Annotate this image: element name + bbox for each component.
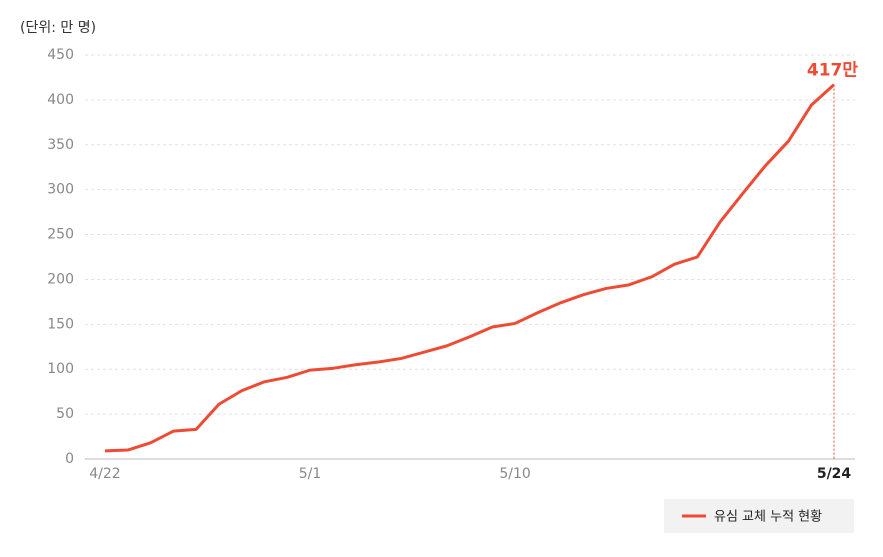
y-tick-label: 400	[47, 92, 74, 108]
y-tick-label: 100	[47, 361, 74, 377]
y-tick-label: 450	[47, 47, 74, 63]
legend-label: 유심 교체 누적 현황	[714, 510, 822, 525]
legend: 유심 교체 누적 현황	[664, 499, 854, 533]
data-line	[104, 83, 836, 453]
unit-label: (단위: 만 명)	[20, 20, 96, 36]
x-tick-label: 4/22	[89, 466, 120, 482]
y-tick-label: 300	[47, 182, 74, 198]
x-tick-label: 5/10	[499, 466, 530, 482]
y-tick-label: 0	[65, 451, 74, 467]
y-tick-label: 150	[47, 316, 74, 332]
y-tick-label: 50	[56, 406, 74, 422]
annotation: 417만	[807, 61, 858, 81]
y-tick-label: 250	[47, 227, 74, 243]
x-tick-label: 5/24	[817, 466, 852, 482]
y-tick-label: 350	[47, 137, 74, 153]
x-tick-label: 5/1	[299, 466, 322, 482]
y-tick-label: 200	[47, 271, 74, 287]
